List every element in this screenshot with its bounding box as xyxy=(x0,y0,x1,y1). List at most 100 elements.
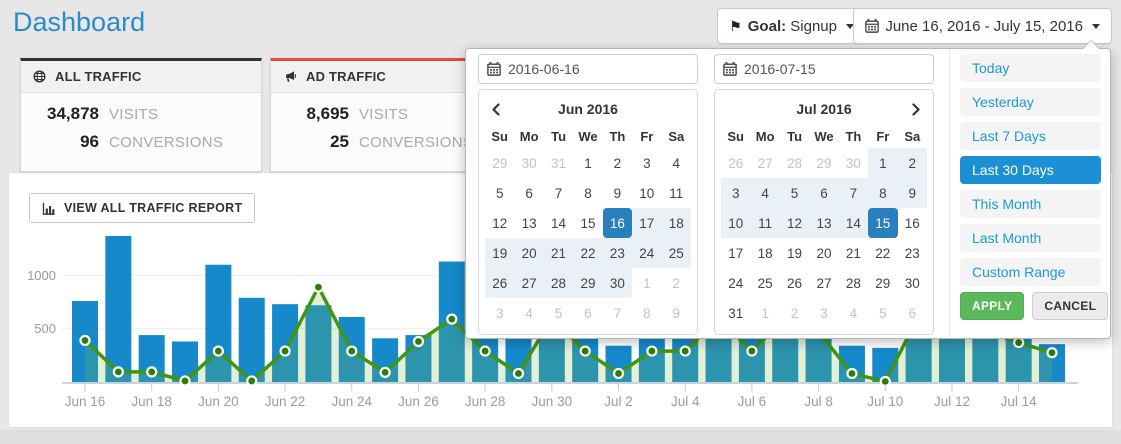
day-cell[interactable]: 30 xyxy=(602,268,633,298)
day-cell[interactable]: 13 xyxy=(809,208,839,238)
day-cell[interactable]: 16 xyxy=(602,208,633,238)
day-cell[interactable]: 3 xyxy=(721,178,751,208)
day-cell[interactable]: 26 xyxy=(728,155,744,171)
day-cell[interactable]: 2 xyxy=(897,148,927,178)
day-cell[interactable]: 12 xyxy=(779,208,810,238)
day-cell[interactable]: 22 xyxy=(875,245,891,261)
day-cell[interactable]: 10 xyxy=(721,208,751,238)
day-cell[interactable]: 8 xyxy=(868,178,898,208)
day-cell[interactable]: 22 xyxy=(573,238,603,268)
day-cell[interactable]: 19 xyxy=(787,245,803,261)
day-cell[interactable]: 7 xyxy=(613,305,622,321)
day-cell[interactable]: 2 xyxy=(790,305,799,321)
preset-item-last-30-days[interactable]: Last 30 Days xyxy=(960,156,1101,184)
day-cell[interactable]: 1 xyxy=(584,155,592,171)
day-cell[interactable]: 3 xyxy=(495,305,504,321)
day-cell[interactable]: 5 xyxy=(554,305,563,321)
day-cell[interactable]: 28 xyxy=(543,268,574,298)
day-cell[interactable]: 27 xyxy=(816,275,832,291)
day-cell[interactable]: 6 xyxy=(584,305,592,321)
day-cell[interactable]: 29 xyxy=(875,275,891,291)
cancel-button[interactable]: CANCEL xyxy=(1032,292,1109,320)
day-cell[interactable]: 9 xyxy=(613,185,622,201)
day-cell[interactable]: 6 xyxy=(525,185,533,201)
preset-item-this-month[interactable]: This Month xyxy=(960,190,1101,218)
day-cell[interactable]: 15 xyxy=(580,215,596,231)
end-date-field[interactable] xyxy=(714,54,934,84)
day-cell[interactable]: 24 xyxy=(728,275,744,291)
preset-item-last-7-days[interactable]: Last 7 Days xyxy=(960,122,1101,150)
day-cell[interactable]: 4 xyxy=(672,155,681,171)
day-cell[interactable]: 4 xyxy=(525,305,533,321)
day-cell[interactable]: 25 xyxy=(661,238,691,268)
day-cell[interactable]: 30 xyxy=(904,275,920,291)
day-cell[interactable]: 28 xyxy=(845,275,861,291)
day-cell[interactable]: 1 xyxy=(761,305,769,321)
day-cell[interactable]: 6 xyxy=(908,305,917,321)
day-cell[interactable]: 4 xyxy=(750,178,780,208)
day-cell[interactable]: 17 xyxy=(632,208,662,238)
day-cell[interactable]: 23 xyxy=(904,245,920,261)
day-cell[interactable]: 11 xyxy=(669,185,684,201)
end-date-input[interactable] xyxy=(744,61,925,77)
day-cell[interactable]: 27 xyxy=(514,268,544,298)
day-cell[interactable]: 7 xyxy=(554,185,563,201)
day-cell[interactable]: 6 xyxy=(809,178,839,208)
day-cell[interactable]: 15 xyxy=(868,208,898,238)
day-cell[interactable]: 16 xyxy=(904,215,920,231)
prev-month-button[interactable] xyxy=(485,94,507,124)
preset-item-yesterday[interactable]: Yesterday xyxy=(960,88,1101,116)
start-date-field[interactable] xyxy=(478,54,698,84)
preset-item-today[interactable]: Today xyxy=(960,54,1101,82)
day-cell[interactable]: 13 xyxy=(521,215,537,231)
day-cell[interactable]: 12 xyxy=(492,215,508,231)
day-cell[interactable]: 14 xyxy=(551,215,567,231)
day-cell[interactable]: 8 xyxy=(643,305,651,321)
day-cell[interactable]: 5 xyxy=(779,178,810,208)
day-cell[interactable]: 30 xyxy=(521,155,537,171)
day-cell[interactable]: 7 xyxy=(838,178,869,208)
day-cell[interactable]: 30 xyxy=(845,155,861,171)
day-cell[interactable]: 8 xyxy=(584,185,592,201)
day-cell[interactable]: 3 xyxy=(643,155,651,171)
apply-button[interactable]: APPLY xyxy=(960,292,1025,320)
day-cell[interactable]: 18 xyxy=(757,245,773,261)
day-cell[interactable]: 29 xyxy=(816,155,832,171)
preset-item-last-month[interactable]: Last Month xyxy=(960,224,1101,252)
day-cell[interactable]: 23 xyxy=(602,238,633,268)
day-cell[interactable]: 26 xyxy=(787,275,803,291)
day-cell[interactable]: 19 xyxy=(485,238,515,268)
day-cell[interactable]: 2 xyxy=(672,275,681,291)
day-cell[interactable]: 18 xyxy=(661,208,691,238)
day-cell[interactable]: 21 xyxy=(543,238,574,268)
day-cell[interactable]: 24 xyxy=(632,238,662,268)
day-cell[interactable]: 2 xyxy=(613,155,622,171)
day-cell[interactable]: 31 xyxy=(551,155,567,171)
day-cell[interactable]: 21 xyxy=(845,245,861,261)
day-cell[interactable]: 29 xyxy=(492,155,508,171)
day-cell[interactable]: 9 xyxy=(672,305,681,321)
day-cell[interactable]: 20 xyxy=(514,238,544,268)
start-date-input[interactable] xyxy=(508,61,689,77)
date-range-button[interactable]: June 16, 2016 - July 15, 2016 xyxy=(853,8,1112,44)
day-cell[interactable]: 10 xyxy=(639,185,655,201)
day-cell[interactable]: 26 xyxy=(485,268,515,298)
day-cell[interactable]: 27 xyxy=(757,155,773,171)
next-month-button[interactable] xyxy=(905,94,927,124)
day-cell[interactable]: 1 xyxy=(643,275,651,291)
day-cell[interactable]: 14 xyxy=(838,208,869,238)
day-cell[interactable]: 17 xyxy=(728,245,744,261)
day-cell[interactable]: 25 xyxy=(757,275,773,291)
day-cell[interactable]: 1 xyxy=(868,148,898,178)
day-cell[interactable]: 28 xyxy=(787,155,803,171)
day-cell[interactable]: 9 xyxy=(897,178,927,208)
day-cell[interactable]: 29 xyxy=(573,268,603,298)
day-cell[interactable]: 20 xyxy=(816,245,832,261)
day-cell[interactable]: 11 xyxy=(750,208,780,238)
day-cell[interactable]: 3 xyxy=(820,305,828,321)
view-all-traffic-report-button[interactable]: VIEW ALL TRAFFIC REPORT xyxy=(29,193,256,223)
day-cell[interactable]: 5 xyxy=(495,185,504,201)
preset-item-custom-range[interactable]: Custom Range xyxy=(960,258,1101,286)
day-cell[interactable]: 4 xyxy=(849,305,858,321)
goal-button[interactable]: ⚑ Goal: Signup xyxy=(717,8,866,44)
